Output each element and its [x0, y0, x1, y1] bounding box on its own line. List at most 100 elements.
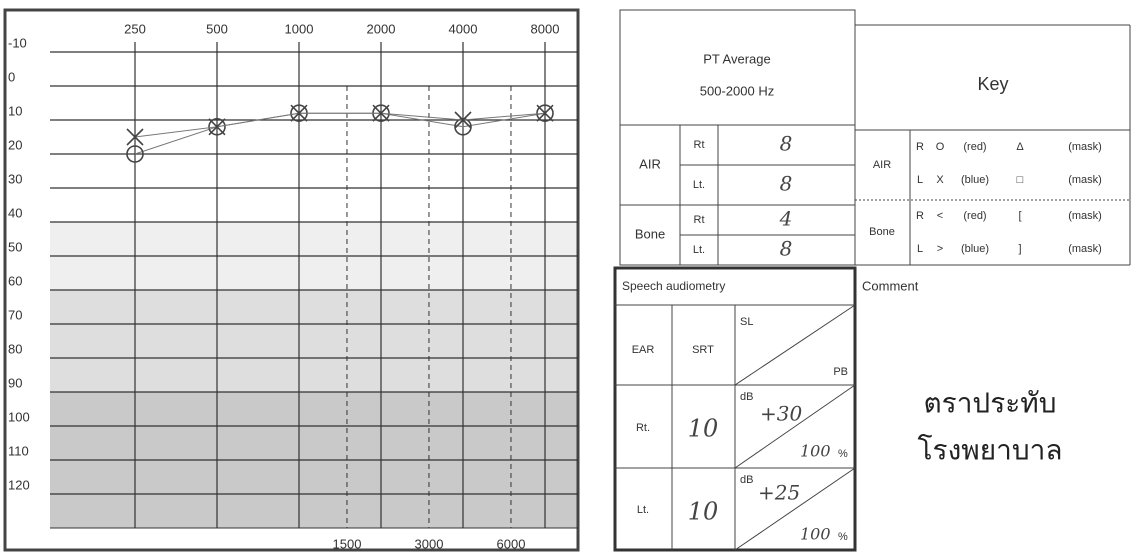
- key-cell: (mask): [1068, 174, 1102, 186]
- pt-ear: Lt.: [693, 244, 705, 256]
- y-tick-label: 120: [8, 477, 30, 492]
- y-tick-label: -10: [8, 35, 27, 50]
- key-cell: ]: [1018, 243, 1021, 255]
- audiogram-plot: -10 0 10 20 30 40 50 60 70 80 90 100 110 120 250 500 100…: [8, 21, 578, 551]
- y-tick-label: 20: [8, 137, 22, 152]
- shade-mid: [50, 290, 578, 392]
- key-cell: (mask): [1068, 243, 1102, 255]
- y-tick-label: 90: [8, 375, 22, 390]
- left-air-symbol: [372, 104, 390, 122]
- key-cell: O: [936, 141, 945, 153]
- speech-table: Speech audiometry EAR SRT SL PB Rt. 10 d…: [613, 266, 857, 552]
- right-air-symbol: [208, 118, 226, 136]
- y-tick-label: 0: [8, 69, 15, 84]
- left-air-symbol: [536, 104, 554, 122]
- pt-value: 8: [780, 172, 793, 196]
- y-tick-label: 50: [8, 239, 22, 254]
- key-cell: [: [1018, 210, 1021, 222]
- pt-ear: Rt: [694, 214, 705, 226]
- speech-srt-header: SRT: [692, 344, 714, 356]
- speech-srt: 10: [688, 498, 719, 526]
- y-tick-label: 70: [8, 307, 22, 322]
- y-tick-label: 110: [8, 443, 29, 458]
- key-cell: X: [936, 174, 944, 186]
- speech-ear-header: EAR: [632, 344, 655, 356]
- speech-sl: +30: [760, 402, 802, 426]
- freq-label: 250: [124, 21, 146, 36]
- y-tick-label: 30: [8, 171, 22, 186]
- key-table: Key AIR Bone R O (red) Δ (mask)L X (blue) □ (mas…: [855, 24, 1131, 266]
- speech-ear: Lt.: [637, 504, 649, 516]
- speech-pb: 100: [800, 525, 831, 544]
- pt-air-label: AIR: [639, 156, 661, 171]
- key-cell: □: [1017, 174, 1024, 186]
- speech-pct: %: [838, 448, 848, 460]
- key-cell: <: [937, 210, 943, 222]
- speech-pb: 100: [800, 442, 831, 461]
- speech-db: dB: [740, 391, 753, 403]
- audiogram-frame: [3, 8, 580, 552]
- comment-box: Comment ตราประทับ โรงพยาบาล: [862, 278, 1063, 465]
- y-tick-label: 100: [8, 409, 30, 424]
- freq-label: 4000: [449, 21, 478, 36]
- speech-sl: +25: [758, 481, 800, 505]
- freq-label: 8000: [531, 21, 560, 36]
- left-air-symbol: [290, 104, 308, 122]
- speech-sl-header: SL: [740, 316, 753, 328]
- right-air-symbol: [536, 104, 554, 122]
- freq-label: 6000: [497, 536, 526, 551]
- left-air-symbol: [208, 118, 226, 136]
- speech-srt: 10: [688, 415, 719, 443]
- freq-label: 1000: [285, 21, 314, 36]
- right_air-line: [134, 112, 546, 155]
- key-cell: (blue): [961, 243, 989, 255]
- pt-value: 8: [780, 237, 793, 261]
- speech-ear: Rt.: [636, 422, 650, 434]
- left-air-symbol: [126, 128, 144, 146]
- stamp-line: ตราประทับ: [923, 387, 1056, 418]
- left-air-symbol: [454, 111, 472, 129]
- key-cell: (red): [963, 210, 986, 222]
- pt-frame: [619, 9, 856, 266]
- diagonal: [734, 467, 856, 551]
- y-tick-label: 60: [8, 273, 22, 288]
- diagonal: [734, 304, 856, 386]
- y-tick-label: 40: [8, 205, 22, 220]
- speech-pct: %: [838, 531, 848, 543]
- freq-label: 500: [206, 21, 228, 36]
- key-cell: (red): [963, 141, 986, 153]
- key-cell: (mask): [1068, 210, 1102, 222]
- freq-label: 2000: [367, 21, 396, 36]
- key-air-label: AIR: [873, 159, 891, 171]
- comment-title: Comment: [862, 278, 919, 293]
- pt-value: 8: [780, 132, 793, 156]
- pt-ear: Lt.: [693, 179, 705, 191]
- pt-title: PT Average: [703, 51, 770, 66]
- y-tick-label: 10: [8, 103, 22, 118]
- pt-range: 500-2000 Hz: [700, 83, 774, 98]
- pt-average-table: PT Average 500-2000 Hz AIR Rt Lt. 8 8 Bo…: [619, 9, 856, 266]
- key-cell: (blue): [961, 174, 989, 186]
- right-air-symbol: [454, 118, 472, 136]
- left_air-line: [134, 112, 546, 138]
- diagonal: [734, 384, 856, 469]
- y-tick-label: 80: [8, 341, 22, 356]
- key-cell: Δ: [1016, 141, 1024, 153]
- key-bone-label: Bone: [869, 226, 895, 238]
- key-cell: L: [917, 243, 923, 255]
- speech-db: dB: [740, 474, 753, 486]
- key-cell: >: [937, 243, 943, 255]
- speech-title: Speech audiometry: [622, 279, 725, 293]
- key-cell: R: [916, 141, 924, 153]
- pt-ear: Rt: [694, 139, 705, 151]
- speech-pb-header: PB: [833, 366, 848, 378]
- key-cell: (mask): [1068, 141, 1102, 153]
- key-cell: L: [917, 174, 923, 186]
- pt-bone-label: Bone: [635, 226, 665, 241]
- key-cell: R: [916, 210, 924, 222]
- freq-label: 3000: [415, 536, 444, 551]
- freq-label: 1500: [333, 536, 362, 551]
- pt-value: 4: [779, 207, 793, 231]
